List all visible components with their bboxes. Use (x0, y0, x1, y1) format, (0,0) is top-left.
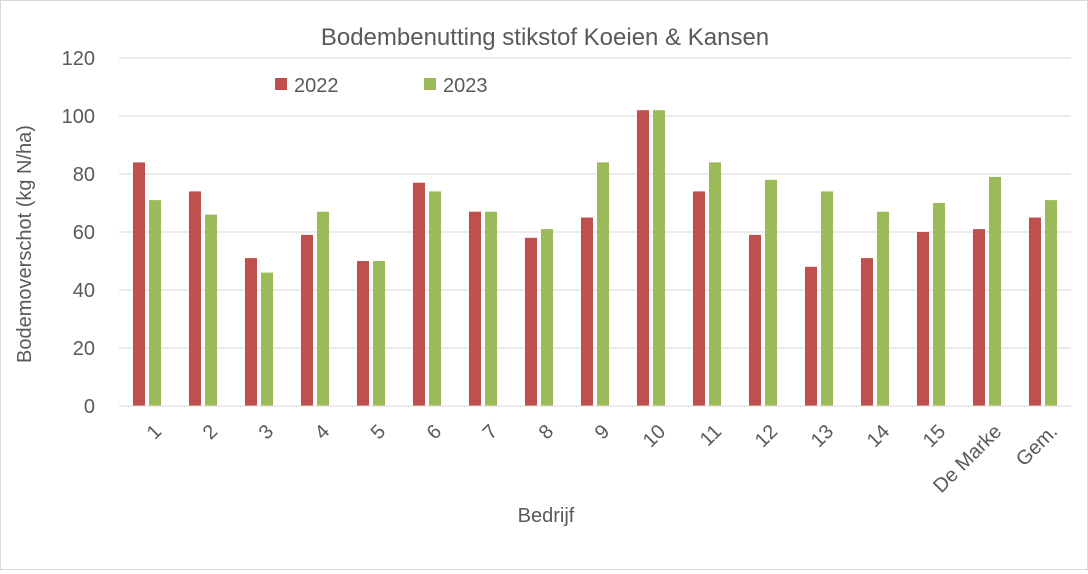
bar-2023-15 (933, 203, 945, 406)
x-tick-label: 13 (807, 421, 838, 452)
gridlines (119, 57, 1071, 349)
x-tick-label: 10 (639, 421, 670, 452)
bar-2022-13 (805, 266, 817, 406)
legend-swatch-2023 (424, 78, 436, 90)
y-axis-ticks: 0 20 40 60 80 100 120 (62, 48, 95, 418)
x-tick-label: Gem. (1012, 421, 1062, 471)
bar-2023-8 (541, 229, 553, 406)
bar-2022-9 (581, 217, 593, 406)
bar-2023-de-marke (989, 176, 1001, 406)
bar-2022-gem- (1029, 217, 1041, 406)
bar-2022-10 (637, 110, 649, 406)
bar-2022-3 (245, 258, 257, 406)
bar-2022-de-marke (973, 229, 985, 406)
bar-2023-3 (261, 272, 273, 406)
bar-2022-14 (861, 258, 873, 406)
y-tick-label: 120 (62, 48, 95, 70)
bar-2023-5 (373, 261, 385, 406)
x-tick-label: 9 (591, 421, 614, 444)
y-axis-label: Bodemoverschot (kg N/ha) (14, 125, 36, 363)
bar-2023-gem- (1045, 200, 1057, 406)
bar-2023-10 (653, 110, 665, 406)
bar-2022-5 (357, 261, 369, 406)
bar-2023-14 (877, 211, 889, 406)
y-tick-label: 60 (73, 222, 95, 244)
bar-2022-8 (525, 237, 537, 406)
x-tick-label: 6 (423, 421, 446, 444)
chart-title: Bodembenutting stikstof Koeien & Kansen (321, 24, 769, 51)
y-tick-label: 0 (84, 396, 95, 418)
bar-2023-6 (429, 191, 441, 406)
y-tick-label: 80 (73, 164, 95, 186)
bar-2023-1 (149, 200, 161, 406)
x-axis-label: Bedrijf (518, 505, 575, 527)
x-tick-label: 5 (367, 421, 390, 444)
x-tick-label: 14 (863, 421, 894, 452)
x-tick-label: 15 (919, 421, 950, 452)
legend-label-2022: 2022 (294, 75, 339, 97)
x-tick-label: 1 (143, 421, 166, 444)
y-tick-label: 20 (73, 338, 95, 360)
bar-2023-4 (317, 211, 329, 406)
y-tick-label: 40 (73, 280, 95, 302)
bars (133, 110, 1057, 406)
x-tick-label: 11 (696, 421, 726, 451)
x-tick-label: 12 (751, 421, 782, 452)
bar-2022-1 (133, 162, 145, 406)
legend: 2022 2023 (275, 75, 488, 97)
x-tick-label: 8 (535, 421, 558, 444)
bar-2023-2 (205, 214, 217, 406)
bar-2022-7 (469, 211, 481, 406)
legend-label-2023: 2023 (443, 75, 488, 97)
legend-swatch-2022 (275, 78, 287, 90)
bar-2022-11 (693, 191, 705, 406)
y-tick-label: 100 (62, 106, 95, 128)
bar-2022-2 (189, 191, 201, 406)
bar-2023-11 (709, 162, 721, 406)
x-tick-label: 4 (311, 421, 334, 444)
x-tick-label: 7 (479, 421, 502, 444)
bar-2023-12 (765, 179, 777, 406)
x-tick-label: 3 (255, 421, 278, 444)
bar-2023-9 (597, 162, 609, 406)
bar-2022-12 (749, 234, 761, 406)
x-tick-label: 2 (199, 421, 222, 444)
bar-2022-15 (917, 232, 929, 406)
bar-2023-7 (485, 211, 497, 406)
bar-2023-13 (821, 191, 833, 406)
bar-2022-6 (413, 182, 425, 406)
bar-2022-4 (301, 234, 313, 406)
